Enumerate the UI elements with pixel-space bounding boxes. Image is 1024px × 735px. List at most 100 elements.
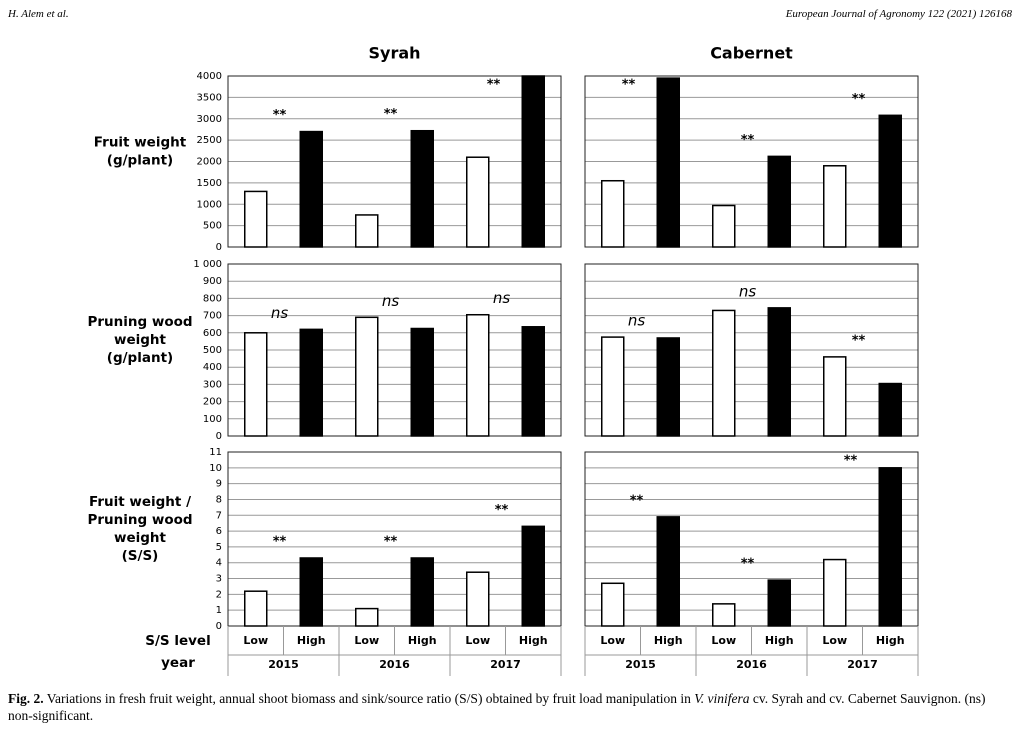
- level-tick-label: Low: [600, 634, 625, 647]
- significance: **: [741, 133, 755, 148]
- bar: [355, 214, 379, 248]
- bar: [878, 382, 902, 437]
- level-tick-label: High: [765, 634, 794, 647]
- y-tick-label: 500: [203, 345, 222, 356]
- level-tick-label: High: [876, 634, 905, 647]
- significance: **: [630, 493, 644, 508]
- significance: **: [622, 78, 636, 93]
- y-tick-label: 800: [203, 293, 222, 304]
- y-tick-label: 3500: [197, 92, 222, 103]
- y-tick-label: 11: [209, 447, 222, 458]
- y-tick-label: 1 000: [193, 259, 222, 270]
- bar: [299, 557, 323, 627]
- significance: **: [852, 333, 866, 348]
- significance: **: [273, 534, 287, 549]
- panel-frame: [584, 451, 919, 627]
- level-tick-label: High: [519, 634, 548, 647]
- column-title: Cabernet: [710, 44, 793, 63]
- y-tick-label: 100: [203, 414, 222, 425]
- level-tick-label: Low: [822, 634, 847, 647]
- y-tick-label: 8: [216, 494, 222, 505]
- bar: [355, 607, 379, 627]
- figure: Syrah Cabernet Fruit weight (g/plant) Prunin…: [87, 44, 919, 676]
- year-tick-label: 2017: [847, 658, 878, 671]
- level-tick-label: High: [408, 634, 437, 647]
- significance: **: [844, 454, 858, 469]
- panel-frame: [584, 263, 919, 437]
- running-author: H. Alem et al.: [8, 8, 69, 20]
- bar: [823, 356, 847, 437]
- y-tick-label: 2000: [197, 157, 222, 168]
- y-tick-label: 7: [216, 510, 222, 521]
- y-tick-label: 200: [203, 397, 222, 408]
- level-tick-label: Low: [465, 634, 490, 647]
- bar: [712, 204, 736, 248]
- year-label: year: [161, 655, 195, 671]
- y-tick-label: 2500: [197, 135, 222, 146]
- bar: [466, 313, 490, 437]
- y-tick-label: 1: [216, 605, 222, 616]
- bar: [712, 309, 736, 437]
- bar: [767, 579, 791, 627]
- column-title: Syrah: [368, 44, 420, 63]
- running-journal: European Journal of Agronomy 122 (2021) …: [785, 8, 1012, 20]
- level-tick-label: High: [297, 634, 326, 647]
- significance: ns: [628, 312, 646, 330]
- y-tick-label: 6: [216, 526, 222, 537]
- bar: [656, 337, 680, 437]
- significance: ns: [271, 304, 289, 322]
- caption-text: Variations in fresh fruit weight, annual…: [43, 691, 695, 706]
- caption-label: Fig. 2.: [8, 691, 44, 706]
- y-tick-label: 400: [203, 362, 222, 373]
- row-label: (g/plant): [107, 153, 173, 169]
- row-label: weight: [114, 530, 167, 546]
- bar: [521, 326, 545, 437]
- year-tick-label: 2015: [625, 658, 656, 671]
- y-tick-label: 0: [216, 431, 222, 442]
- y-tick-label: 900: [203, 276, 222, 287]
- caption-species: V. vinifera: [694, 691, 750, 706]
- significance: ns: [493, 289, 511, 307]
- bar: [656, 516, 680, 627]
- bar: [299, 130, 323, 248]
- y-tick-label: 1000: [197, 199, 222, 210]
- bar: [466, 156, 490, 248]
- significance: **: [741, 557, 755, 572]
- y-tick-label: 5: [216, 542, 222, 553]
- year-tick-label: 2015: [268, 658, 299, 671]
- bar: [601, 336, 625, 437]
- row-label: Pruning wood: [87, 512, 192, 528]
- bar: [410, 557, 434, 627]
- bar: [712, 603, 736, 627]
- significance: **: [273, 108, 287, 123]
- bar: [656, 77, 680, 248]
- bar: [521, 75, 545, 248]
- bar: [767, 155, 791, 248]
- caption: Fig. 2. Variations in fresh fruit weight…: [8, 690, 1013, 724]
- panel-frame: [227, 75, 562, 248]
- y-tick-label: 3: [216, 574, 222, 585]
- panel-frame: [584, 75, 919, 248]
- year-tick-label: 2016: [736, 658, 767, 671]
- significance: **: [852, 92, 866, 107]
- bar: [466, 571, 490, 627]
- row-label: Fruit weight /: [89, 494, 191, 510]
- year-tick-label: 2017: [490, 658, 521, 671]
- panel-frame: [227, 263, 562, 437]
- bar: [601, 582, 625, 627]
- level-tick-label: Low: [711, 634, 736, 647]
- bar: [878, 467, 902, 627]
- level-tick-label: Low: [354, 634, 379, 647]
- y-tick-label: 500: [203, 221, 222, 232]
- y-tick-label: 3000: [197, 114, 222, 125]
- bar: [767, 307, 791, 437]
- significance: ns: [739, 282, 757, 300]
- bar: [244, 332, 268, 437]
- bar: [244, 590, 268, 627]
- bar: [823, 165, 847, 248]
- y-tick-label: 700: [203, 311, 222, 322]
- bar: [355, 316, 379, 437]
- significance: **: [384, 107, 398, 122]
- significance: ns: [382, 292, 400, 310]
- significance: **: [487, 78, 501, 93]
